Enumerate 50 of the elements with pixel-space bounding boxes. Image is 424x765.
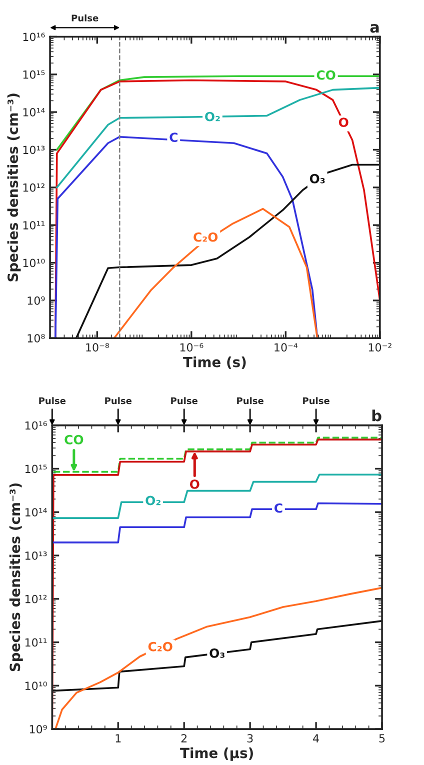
annotation: C [170, 132, 178, 142]
annotation: CO [64, 434, 84, 444]
x-tick-label: 10⁻² [368, 343, 392, 352]
x-axis-title: Time (s) [183, 356, 246, 369]
text: Pulse [237, 397, 264, 404]
annotation: O₃ [210, 648, 224, 658]
annotation: O₂ [205, 112, 220, 122]
y-tick-label: 10¹³ [25, 551, 47, 560]
y-axis-title: Species densities (cm⁻³) [7, 94, 21, 282]
annotation: C [274, 503, 282, 513]
annotation: O₃ [310, 174, 325, 184]
text: Pulse [171, 397, 198, 404]
y-tick-label: 10¹⁵ [23, 70, 45, 79]
text: Pulse [39, 397, 66, 404]
x-tick-label: 2 [181, 734, 187, 742]
y-tick-label: 10¹⁰ [25, 682, 47, 690]
text: Pulse [105, 397, 132, 404]
annotation: C₂O [148, 642, 172, 652]
annotation: O [190, 479, 200, 489]
y-tick-label: 10¹¹ [23, 221, 45, 230]
annotation: O [338, 118, 348, 128]
x-tick-label: 5 [379, 734, 385, 743]
annotation: CO [316, 70, 336, 80]
chart-title: b [372, 410, 382, 422]
y-axis-title: Species densities (cm⁻³) [9, 483, 23, 672]
y-tick-label: 10¹⁴ [23, 108, 45, 116]
x-tick-label: 10⁻⁸ [86, 343, 109, 352]
x-tick-label: 1 [116, 734, 121, 742]
chart-title: a [370, 24, 379, 33]
y-tick-label: 10¹³ [23, 146, 45, 154]
y-tick-label: 10¹⁶ [25, 421, 47, 430]
y-tick-label: 10¹⁵ [25, 464, 47, 474]
y-tick-label: 10¹⁰ [23, 258, 45, 268]
y-tick-label: 10⁸ [28, 334, 45, 343]
x-tick-label: 10⁻⁶ [180, 343, 204, 352]
x-axis-title: Time (µs) [180, 747, 253, 761]
y-tick-label: 10¹⁶ [23, 32, 45, 42]
ref-line-label: Pulse [72, 14, 98, 22]
text: Pulse [303, 397, 330, 404]
x-tick-label: 3 [247, 734, 253, 743]
y-tick-label: 10¹¹ [25, 638, 47, 647]
annotation: O₂ [146, 496, 160, 506]
y-tick-label: 10⁹ [28, 296, 45, 305]
x-tick-label: 10⁻⁴ [274, 343, 298, 352]
x-tick-label: 4 [313, 734, 319, 742]
y-tick-label: 10¹² [23, 183, 44, 192]
y-tick-label: 10¹² [25, 594, 47, 604]
y-tick-label: 10⁹ [30, 725, 47, 734]
y-tick-label: 10¹⁴ [25, 508, 47, 516]
annotation: C₂O [194, 232, 218, 242]
